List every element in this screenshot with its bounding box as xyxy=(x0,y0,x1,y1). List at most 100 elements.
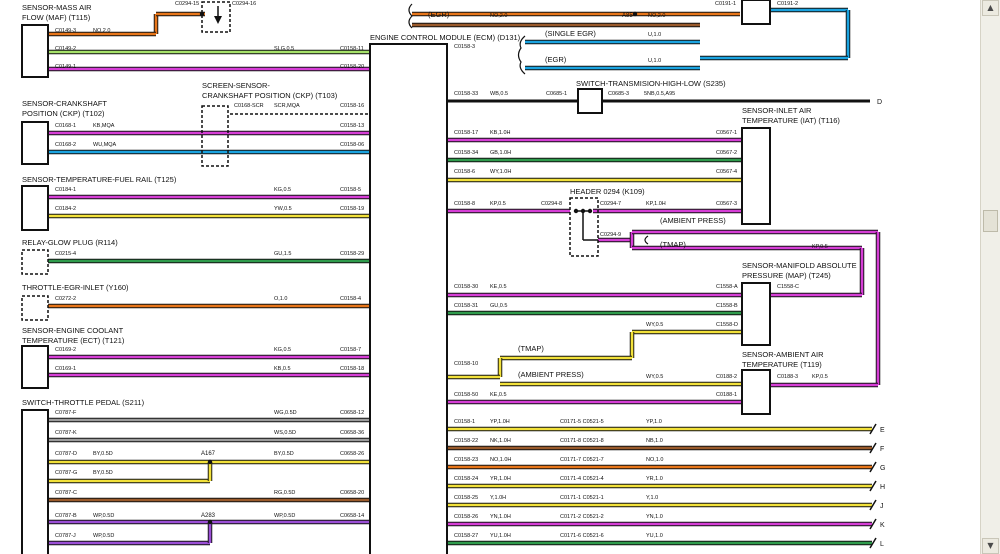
wire-label: C0188-2 xyxy=(716,374,737,380)
wire-label: C0787-D xyxy=(55,451,77,457)
screen-ckp-box xyxy=(201,105,229,167)
vertical-scrollbar[interactable]: ▲ ▼ xyxy=(980,0,1000,554)
wire-label: YR,1.0 xyxy=(646,476,663,482)
wire-label: C0191-2 xyxy=(777,1,798,7)
component-label-screen_ckp: CRANKSHAFT POSITION (CKP) (T103) xyxy=(202,91,338,100)
brace xyxy=(644,235,649,245)
wire-label: C0191-1 xyxy=(715,1,736,7)
pedal-connector-box xyxy=(21,409,49,554)
wire-label: YU,1.0H xyxy=(490,533,511,539)
wire-label: NK,1.0H xyxy=(490,438,511,444)
splice-dot xyxy=(580,208,586,214)
wire-label: C0158-20 xyxy=(340,64,364,70)
wire-label: YN,1.0 xyxy=(646,514,663,520)
component-label-iat: SENSOR-INLET AIR xyxy=(742,106,812,115)
wire-label: C0158-10 xyxy=(454,361,478,367)
off-page-break xyxy=(869,537,877,549)
wire-label: C0215-4 xyxy=(55,251,76,257)
wire-label: NO,2.0 xyxy=(490,13,507,19)
wire-label: YP,1.0H xyxy=(490,419,510,425)
wire-label: C0168-2 xyxy=(55,142,76,148)
scroll-thumb[interactable] xyxy=(983,210,998,232)
wire-label: C0567-1 xyxy=(716,130,737,136)
wire-label: C0158-23 xyxy=(454,457,478,463)
wire-label: C0149-1 xyxy=(55,64,76,70)
wire-label: C0184-2 xyxy=(55,206,76,212)
wire-label: C0685-1 xyxy=(546,91,567,97)
splice-dot xyxy=(573,208,579,214)
component-label-iat: TEMPERATURE (IAT) (T116) xyxy=(742,116,840,125)
wire-label: YU,1.0 xyxy=(646,533,663,539)
wire-label: KB,1.0H xyxy=(490,130,511,136)
component-label-ect: TEMPERATURE (ECT) (T121) xyxy=(22,336,125,345)
wire-label: NO,1.0H xyxy=(490,457,511,463)
wires xyxy=(48,7,881,546)
wire-label: C0171-4 C0521-4 xyxy=(560,476,604,482)
off-page-letter: E xyxy=(880,427,885,434)
wire-label: GB,1.0H xyxy=(490,150,511,156)
wire-label: C0188-1 xyxy=(716,392,737,398)
component-label-ckp: POSITION (CKP) (T102) xyxy=(22,109,105,118)
wire-label: BY,0.5D xyxy=(93,451,113,457)
off-page-break xyxy=(869,480,877,492)
wire-label: WS,0.5D xyxy=(274,430,296,436)
wire-label: C0158-50 xyxy=(454,392,478,398)
off-page-break xyxy=(869,461,877,473)
signal-label: (AMBIENT PRESS) xyxy=(518,370,584,379)
wire-label: WG,0.5D xyxy=(274,410,297,416)
component-label-ambient: TEMPERATURE (T119) xyxy=(742,360,822,369)
off-page-letter: L xyxy=(880,541,884,548)
wire-label: SLG,0.5 xyxy=(274,46,294,52)
signal-label: (TMAP) xyxy=(518,344,544,353)
wire-label: C0171-6 C0521-6 xyxy=(560,533,604,539)
wire-label: 5NB,0.5,A95 xyxy=(644,91,675,97)
wire-label: C0171-1 C0521-1 xyxy=(560,495,604,501)
wire-label: WY,0.5 xyxy=(646,374,663,380)
wire-label: C0188-3 xyxy=(777,374,798,380)
wire-label: C0158-8 xyxy=(454,201,475,207)
wire-label: C0158-7 xyxy=(340,347,361,353)
off-page-break xyxy=(869,518,877,530)
wire-label: KG,0.5 xyxy=(274,187,291,193)
wire-label: C0171-5 C0521-5 xyxy=(560,419,604,425)
splice-dot xyxy=(207,519,213,525)
wire-label: C0171-7 C0521-7 xyxy=(560,457,604,463)
wire-label: C0658-12 xyxy=(340,410,364,416)
component-label-ckp: SENSOR-CRANKSHAFT xyxy=(22,99,107,108)
wire-label: C0169-2 xyxy=(55,347,76,353)
component-label-map: PRESSURE (MAP) (T245) xyxy=(742,271,831,280)
wire-label: C0294-15 xyxy=(175,1,199,7)
signal-label: (TMAP) xyxy=(660,240,686,249)
wire-label: Y,1.0H xyxy=(490,495,506,501)
component-label-maf: SENSOR-MASS AIR xyxy=(22,3,92,12)
wire-label: C1558-C xyxy=(777,284,799,290)
wire-label: U,1.0 xyxy=(648,32,661,38)
wire-label: C0158-13 xyxy=(340,123,364,129)
wire-label: C0158-11 xyxy=(340,46,364,52)
brace xyxy=(517,35,526,75)
wire-label: WP,0.5D xyxy=(93,533,114,539)
component-label-hdr: HEADER 0294 (K109) xyxy=(570,187,645,196)
splice-label: A167 xyxy=(201,451,216,457)
wire-label: KP,1.0H xyxy=(646,201,666,207)
wire-label: C0787-F xyxy=(55,410,77,416)
scroll-down-arrow-icon[interactable]: ▼ xyxy=(982,538,999,554)
component-label-map: SENSOR-MANIFOLD ABSOLUTE xyxy=(742,261,857,270)
wire-label: KP,0.5 xyxy=(812,244,828,250)
component-label-pedal: SWITCH-THROTTLE PEDAL (S211) xyxy=(22,398,145,407)
ambient-connector-box xyxy=(741,369,771,415)
wire-label: C0158-4 xyxy=(340,296,361,302)
wire-label: C0294-9 xyxy=(600,232,621,238)
wire-label: WY,0.5 xyxy=(646,322,663,328)
wire-label: WP,0.5D xyxy=(93,513,114,519)
wire-label: C0787-B xyxy=(55,513,77,519)
glow-relay-box xyxy=(21,249,49,275)
wire-label: C0158-5 xyxy=(340,187,361,193)
splice-dot xyxy=(632,11,638,17)
off-page-break xyxy=(869,442,877,454)
maf-connector-box xyxy=(21,24,49,78)
scroll-up-arrow-icon[interactable]: ▲ xyxy=(982,0,999,16)
wire-label: C0272-2 xyxy=(55,296,76,302)
wire-label: SCR,MQA xyxy=(274,103,300,109)
